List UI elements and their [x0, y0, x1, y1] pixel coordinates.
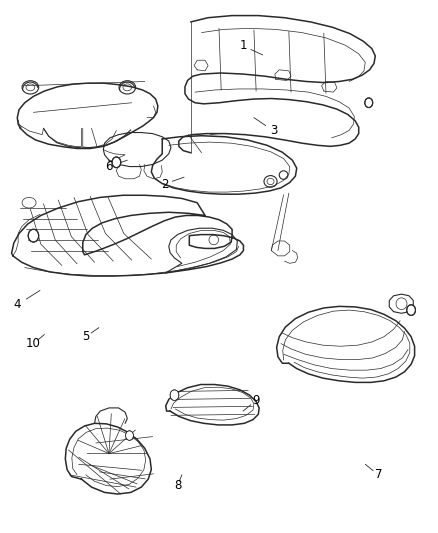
Text: 9: 9: [252, 394, 260, 407]
Ellipse shape: [407, 305, 416, 316]
Text: 5: 5: [82, 330, 89, 343]
Ellipse shape: [170, 390, 179, 400]
Text: 8: 8: [174, 479, 181, 492]
Text: 6: 6: [105, 160, 113, 173]
Text: 2: 2: [161, 177, 168, 191]
Text: 3: 3: [270, 124, 277, 138]
Text: 7: 7: [374, 469, 382, 481]
Text: 10: 10: [26, 337, 41, 350]
Ellipse shape: [28, 229, 39, 242]
Text: 4: 4: [14, 298, 21, 311]
Text: 1: 1: [239, 39, 247, 52]
Ellipse shape: [112, 157, 121, 167]
Ellipse shape: [126, 431, 134, 440]
Ellipse shape: [365, 98, 373, 108]
